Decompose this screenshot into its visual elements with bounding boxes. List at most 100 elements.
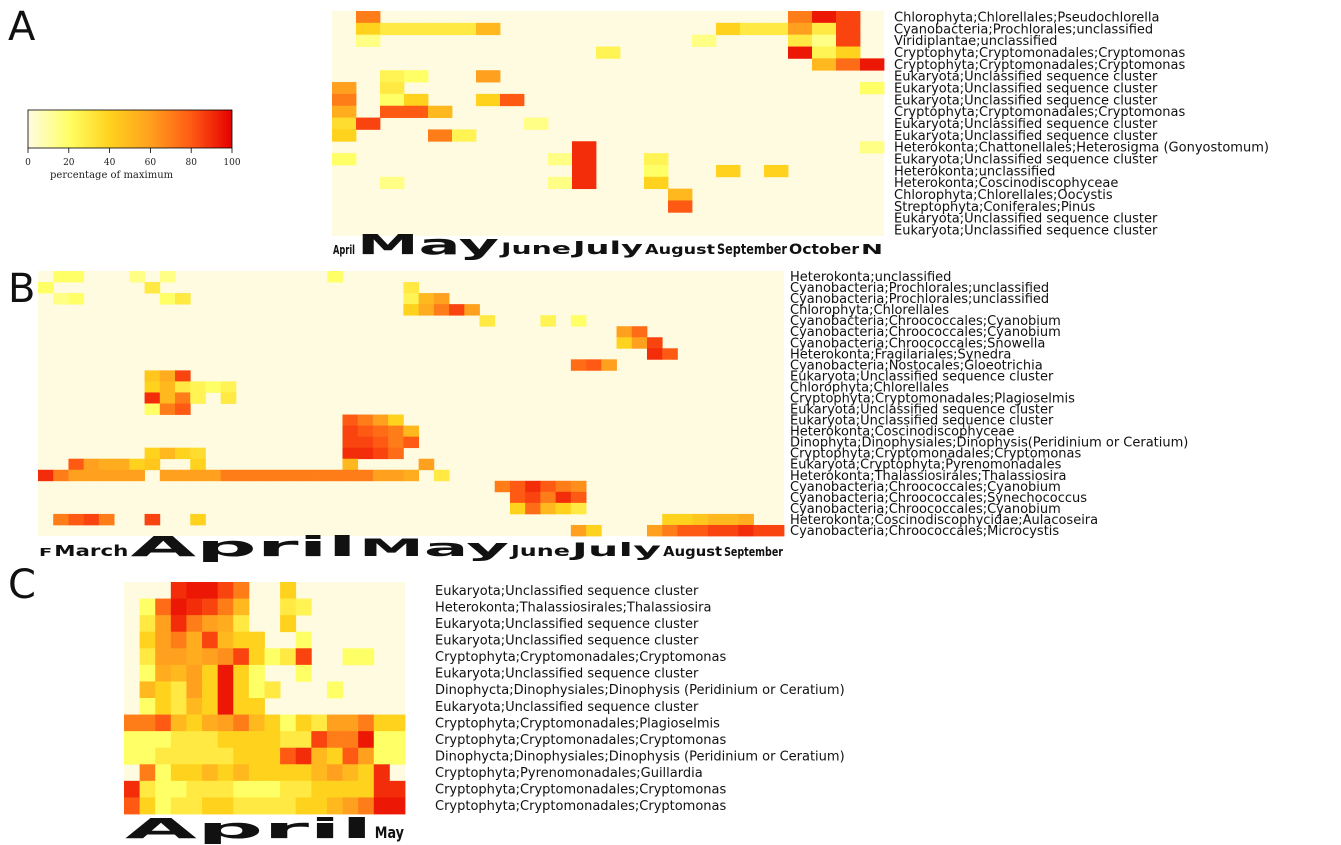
heatmap-cell (380, 22, 405, 36)
heatmap-cell (295, 631, 312, 649)
colorbar-tick-label: 80 (185, 158, 197, 168)
heatmap-cell (155, 631, 172, 649)
colorbar-tick-label: 0 (25, 158, 31, 168)
heatmap-cell (186, 780, 203, 798)
row-label: Dinophycta;Dinophysiales;Dinophysis (Per… (435, 750, 845, 765)
heatmap-cell (740, 22, 765, 36)
month-label: May (375, 823, 405, 842)
heatmap-cell (388, 469, 404, 482)
row-label: Eukaryota;Unclassified sequence cluster (894, 153, 1158, 168)
heatmap-cell (205, 381, 222, 393)
heatmap-cell (155, 698, 172, 715)
row-label: Cyanobacteria;Nostocales;Gloeotrichia (790, 358, 1043, 373)
heatmap-cell (388, 414, 404, 426)
heatmap-cell (233, 731, 250, 749)
heatmap-cell (202, 698, 219, 715)
month-label: July (569, 238, 643, 259)
heatmap-cell (295, 747, 312, 765)
heatmap-cell (380, 105, 405, 118)
heatmap-cell (68, 271, 85, 283)
row-label: Cryptophyta;Cryptomonadales;Cryptomonas (894, 105, 1186, 120)
heatmap-cell (509, 480, 526, 493)
heatmap-cell (83, 513, 100, 526)
heatmap-cell (98, 513, 115, 526)
heatmap-cell (170, 582, 187, 599)
heatmap-cell (836, 46, 861, 59)
heatmap-cell (144, 282, 161, 294)
heatmap-cell (723, 524, 739, 537)
heatmap-cell (186, 648, 203, 666)
heatmap-cell (555, 491, 572, 504)
heatmap-cell (357, 414, 374, 426)
row-label: Eukaryota;Unclassified sequence cluster (435, 634, 699, 649)
heatmap-cell (707, 524, 724, 537)
heatmap-cell (233, 582, 250, 599)
heatmap-cell (404, 93, 429, 107)
row-label: Eukaryota;Unclassified sequence cluster (894, 129, 1158, 144)
heatmap-cell (295, 797, 312, 815)
heatmap-cell (570, 491, 587, 504)
row-label: Cryptophyta;Cryptomonadales;Plagioselmis (790, 391, 1075, 406)
row-label: Eukaryota;Unclassified sequence cluster (894, 117, 1158, 132)
heatmap-cell (233, 631, 250, 649)
heatmap-cell (233, 648, 250, 666)
month-label: September (717, 242, 787, 258)
heatmap-cell (53, 513, 69, 526)
heatmap-cell (170, 780, 187, 798)
row-label: Eukaryota;Unclassified sequence cluster (894, 224, 1158, 239)
heatmap-cell (175, 403, 191, 415)
month-label: April (333, 243, 355, 257)
heatmap-cell (342, 447, 359, 460)
heatmap-cell (389, 797, 406, 815)
heatmap-cell (159, 469, 176, 482)
heatmap-cell (202, 681, 219, 699)
heatmap-cell (264, 681, 281, 699)
heatmap-cell (186, 764, 203, 782)
row-label: Cyanobacteria;Chroococcales;Cyanobium (790, 314, 1061, 329)
heatmap-cell (296, 469, 313, 482)
heatmap-cell (248, 797, 265, 815)
heatmap-cell (68, 293, 85, 305)
heatmap-cell (248, 731, 265, 749)
heatmap-cell (217, 582, 234, 599)
heatmap-cell (326, 731, 343, 749)
row-label: Heterokonta;Coscinodiscophyceae (790, 425, 1014, 440)
heatmap-cell (186, 797, 203, 815)
heatmap-cell (83, 458, 100, 471)
heatmap-cell (380, 176, 405, 190)
heatmap-cell (175, 392, 191, 404)
row-label: Chlorophyta;Chlorellales (790, 303, 949, 318)
heatmap-cell (202, 615, 219, 633)
heatmap-cell (555, 502, 572, 515)
heatmap-cell (217, 780, 234, 798)
heatmap-panel-a: Chlorophyta;Chlorellales;Pseudochlorella… (332, 10, 1269, 261)
row-label: Cyanobacteria;Chroococcales;Snowella (790, 336, 1045, 351)
heatmap-cell (53, 271, 69, 283)
heatmap-cell (217, 698, 234, 715)
heatmap-cell (233, 698, 250, 715)
heatmap-cell (464, 304, 480, 316)
heatmap-cell (202, 714, 219, 732)
row-label: Streptophyta;Coniferales;Pinus (894, 200, 1096, 215)
heatmap-cell (139, 631, 156, 649)
heatmap-cell (428, 129, 453, 142)
row-label: Cyanobacteria;Prochlorales;unclassified (790, 292, 1049, 307)
heatmap-cell (403, 469, 420, 482)
heatmap-cell (175, 293, 191, 305)
heatmap-cell (248, 764, 265, 782)
heatmap-cell (586, 359, 602, 371)
heatmap-cell (98, 469, 115, 482)
heatmap-cell (668, 200, 693, 213)
heatmap-cell (388, 447, 404, 460)
heatmap-cell (476, 93, 501, 107)
heatmap-cell (144, 403, 161, 415)
heatmap-cell (264, 797, 281, 815)
heatmap-cell (144, 458, 161, 471)
heatmap-cell (616, 326, 633, 338)
heatmap-cell (205, 469, 222, 482)
heatmap-cell (202, 731, 219, 749)
heatmap-cell (373, 764, 390, 782)
heatmap-cell (280, 780, 297, 798)
heatmap-cell (357, 436, 374, 449)
heatmap-cell (812, 58, 837, 71)
